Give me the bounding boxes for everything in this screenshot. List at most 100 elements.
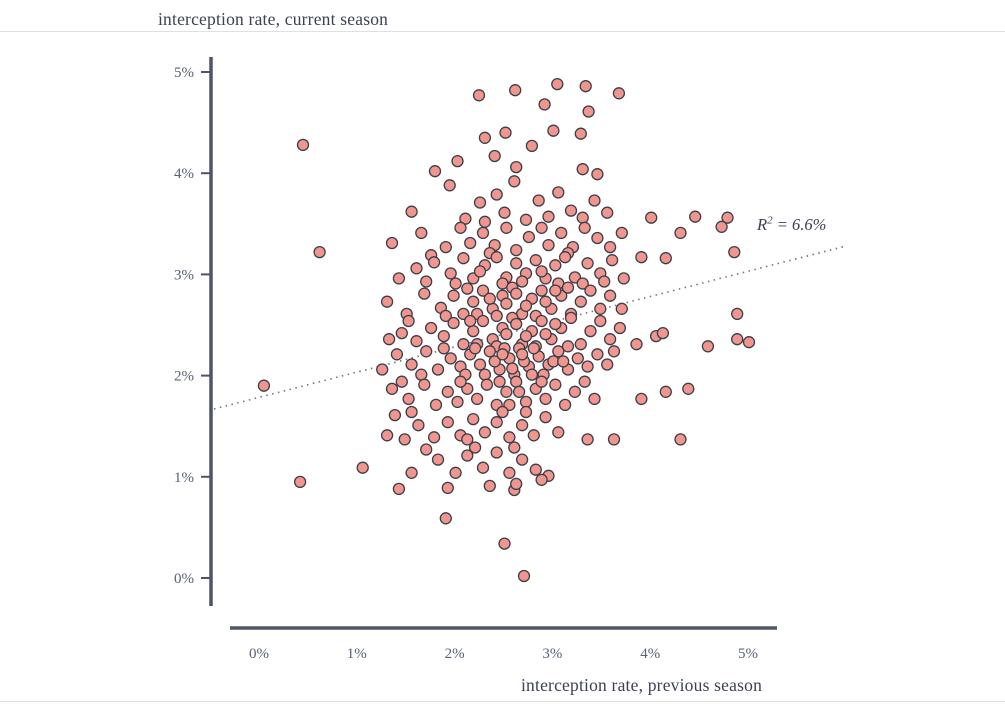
scatter-point xyxy=(721,211,734,224)
scatter-point xyxy=(659,252,672,265)
scatter-point xyxy=(617,272,630,285)
scatter-point xyxy=(535,473,548,486)
scatter-point xyxy=(588,194,601,207)
scatter-point xyxy=(451,395,464,409)
scatter-point xyxy=(473,196,487,209)
scatter-point xyxy=(470,392,484,406)
scatter-point xyxy=(515,275,529,288)
scatter-point xyxy=(509,84,522,97)
regression-trend-line xyxy=(213,245,846,410)
r-squared-annotation: R2 = 6.6% xyxy=(757,215,826,235)
scatter-point xyxy=(510,477,523,491)
scatter-point xyxy=(674,226,687,240)
scatter-point xyxy=(584,324,597,338)
r-squared-value: = 6.6% xyxy=(772,215,827,234)
scatter-point xyxy=(519,299,533,312)
scatter-point xyxy=(478,426,492,439)
scatter-point xyxy=(510,257,523,270)
scatter-point xyxy=(731,307,744,321)
scatter-point xyxy=(635,251,648,264)
top-frame-line xyxy=(0,31,1005,32)
scatter-point xyxy=(454,375,467,388)
scatter-point xyxy=(515,348,529,361)
scatter-point xyxy=(581,433,594,446)
scatter-point xyxy=(549,284,562,297)
scatter-point xyxy=(418,287,431,300)
scatter-point xyxy=(464,314,477,328)
scatter-point xyxy=(574,338,587,351)
scatter-point xyxy=(490,416,503,429)
scatter-point xyxy=(522,230,536,244)
scatter-point xyxy=(515,419,529,432)
scatter-point xyxy=(480,378,494,391)
scatter-point xyxy=(405,466,418,479)
scatter-point xyxy=(539,410,552,424)
scatter-point xyxy=(635,392,648,406)
scatter-point xyxy=(428,165,442,178)
scatter-point xyxy=(385,236,399,250)
scatter-point xyxy=(689,210,702,223)
scatter-point xyxy=(257,379,271,392)
scatter-point xyxy=(431,363,445,376)
y-axis-title: interception rate, current season xyxy=(158,9,389,29)
scatter-point xyxy=(510,243,523,257)
scatter-point xyxy=(427,431,441,444)
scatter-point xyxy=(427,256,441,269)
y-tick-label: 0% xyxy=(174,571,194,587)
scatter-point xyxy=(313,245,326,259)
x-tick-label: 3% xyxy=(542,646,562,662)
scatter-point xyxy=(296,138,310,152)
scatter-point xyxy=(293,475,307,489)
scatter-point xyxy=(472,89,486,102)
scatter-point xyxy=(578,221,591,234)
scatter-point xyxy=(431,453,445,466)
scatter-point xyxy=(539,327,552,341)
scatter-point xyxy=(578,375,591,388)
scatter-point xyxy=(576,277,589,290)
x-tick-label: 0% xyxy=(249,646,269,662)
scatter-point xyxy=(630,338,643,351)
r-squared-exponent: 2 xyxy=(767,214,773,227)
scatter-point xyxy=(441,385,454,398)
scatter-point xyxy=(449,466,462,479)
scatter-point xyxy=(447,289,460,302)
x-axis: 0% 1% 2% 3% 4% 5% xyxy=(230,626,777,662)
scatter-point xyxy=(656,326,670,340)
scatter-point xyxy=(603,333,617,346)
scatter-point xyxy=(594,302,607,315)
scatter-point xyxy=(581,360,594,373)
scatter-point xyxy=(529,463,542,476)
scatter-point xyxy=(405,358,418,371)
scatter-point xyxy=(607,433,621,446)
scatter-point xyxy=(535,284,548,297)
scatter-point xyxy=(715,220,728,233)
scatter-point xyxy=(598,275,611,288)
scatter-point xyxy=(561,340,575,353)
scatter-point xyxy=(594,314,607,328)
scatter-point xyxy=(549,259,562,272)
scatter-point xyxy=(395,375,408,388)
scatter-point xyxy=(535,314,548,328)
scatter-point xyxy=(415,368,428,381)
scatter-point xyxy=(601,206,614,219)
y-tick-label: 5% xyxy=(174,65,194,81)
scatter-point xyxy=(503,431,516,444)
scatter-point xyxy=(467,324,480,338)
scatter-point xyxy=(490,188,503,201)
scatter-point xyxy=(731,333,744,346)
scatter-point xyxy=(538,98,551,111)
scatter-point xyxy=(591,231,604,245)
scatter-point xyxy=(515,453,529,466)
scatter-point xyxy=(510,287,523,300)
scatter-point xyxy=(645,211,658,224)
scatter-point xyxy=(525,139,539,153)
scatter-point xyxy=(542,210,555,223)
scatter-point xyxy=(701,340,715,353)
scatter-point xyxy=(682,382,695,395)
scatter-point xyxy=(444,267,457,280)
scatter-point xyxy=(498,537,511,550)
scatter-point xyxy=(574,127,587,140)
scatter-point xyxy=(506,362,519,375)
scatter-point xyxy=(519,395,533,409)
